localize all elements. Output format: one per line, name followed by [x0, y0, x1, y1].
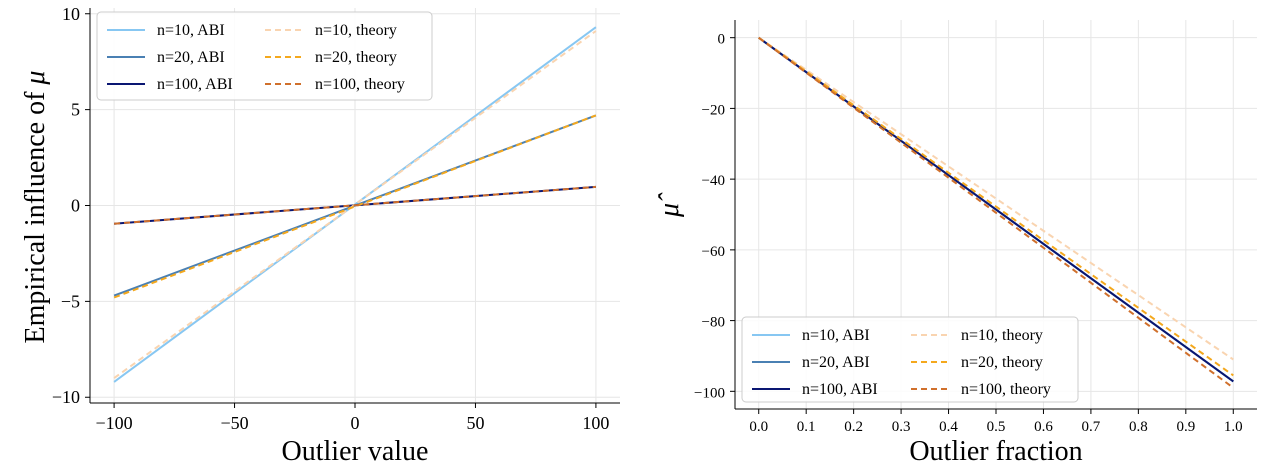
series-line-n-20-theory [758, 36, 1234, 377]
y-tick-label: −60 [702, 244, 725, 260]
series-line-n-100-abi [758, 36, 1234, 383]
x-tick-label: −100 [96, 413, 133, 433]
x-tick-label: 0.4 [939, 419, 958, 435]
series-line-n-100-theory [758, 36, 1234, 389]
x-tick-label: 0.5 [987, 419, 1006, 435]
x-tick-label: 0.1 [797, 419, 816, 435]
legend-label: n=10, theory [315, 22, 397, 39]
x-tick-label: 0.8 [1129, 419, 1148, 435]
y-tick-label: 0 [71, 196, 80, 216]
legend-label: n=20, ABI [157, 49, 225, 66]
y-tick-label: −40 [702, 173, 725, 189]
legend-box [96, 11, 433, 101]
y-ticks: 0 −20 −40 −60 −80 −100 [694, 32, 735, 401]
x-axis-label: Outlier value [282, 436, 429, 467]
y-tick-label: 0 [718, 32, 726, 48]
legend-label: n=20, ABI [802, 354, 870, 371]
y-axis-label: Empirical influence of μ [20, 71, 51, 344]
series-line-n-20-theory [113, 114, 597, 299]
x-tick-label: 1.0 [1224, 419, 1243, 435]
legend: n=10, ABI n=20, ABI n=100, ABI n=10, theory… [741, 316, 1079, 403]
series-line-n-10-theory [758, 36, 1234, 361]
x-tick-label: 0.6 [1034, 419, 1053, 435]
series-lines [113, 26, 597, 383]
legend-label: n=100, ABI [157, 76, 233, 93]
grid [735, 20, 1257, 409]
y-tick-label: 5 [71, 100, 80, 120]
legend-label: n=10, ABI [157, 22, 225, 39]
x-tick-label: 0.9 [1176, 419, 1195, 435]
legend-label: n=100, ABI [802, 381, 878, 398]
legend-label: n=100, theory [961, 381, 1051, 398]
x-tick-label: 0.2 [844, 419, 863, 435]
legend-box [741, 316, 1079, 403]
x-ticks: −100 −50 0 50 100 [96, 403, 609, 433]
y-tick-label: −10 [52, 387, 80, 407]
series-line-n-10-theory [113, 30, 597, 379]
series-line-n-100-theory [114, 185, 596, 225]
x-axis-label: Outlier fraction [909, 436, 1082, 467]
legend-label: n=100, theory [315, 76, 405, 93]
x-tick-label: 0.7 [1082, 419, 1101, 435]
y-tick-label: −20 [702, 102, 725, 118]
x-tick-label: 0 [351, 413, 360, 433]
y-tick-label: −100 [694, 385, 725, 401]
legend: n=10, ABI n=20, ABI n=100, ABI n=10, theory… [96, 11, 433, 101]
x-tick-label: 100 [582, 413, 609, 433]
y-axis-label-prefix: Empirical influence of [20, 85, 51, 344]
chart-outlier-fraction: 0.0 0.1 0.2 0.3 0.4 0.5 0.6 0.7 0.8 0.9 1.0 0 −20 −4… [654, 20, 1257, 467]
series-lines [758, 36, 1234, 389]
y-tick-label: −5 [61, 291, 80, 311]
legend-label: n=10, ABI [802, 327, 870, 344]
x-tick-label: 0.3 [892, 419, 911, 435]
legend-label: n=20, theory [315, 49, 397, 66]
y-tick-label: −80 [702, 315, 725, 331]
y-tick-label: 10 [62, 4, 80, 24]
y-axis-label: μ̂ [654, 192, 685, 218]
legend-label: n=10, theory [961, 327, 1043, 344]
y-ticks: −10 −5 0 5 10 [52, 4, 90, 407]
legend-label: n=20, theory [961, 354, 1043, 371]
x-ticks: 0.0 0.1 0.2 0.3 0.4 0.5 0.6 0.7 0.8 0.9 1.0 [749, 409, 1243, 435]
y-axis-label-symbol: μ [20, 71, 51, 86]
x-tick-label: −50 [220, 413, 248, 433]
x-tick-label: 50 [466, 413, 484, 433]
x-tick-label: 0.0 [749, 419, 768, 435]
